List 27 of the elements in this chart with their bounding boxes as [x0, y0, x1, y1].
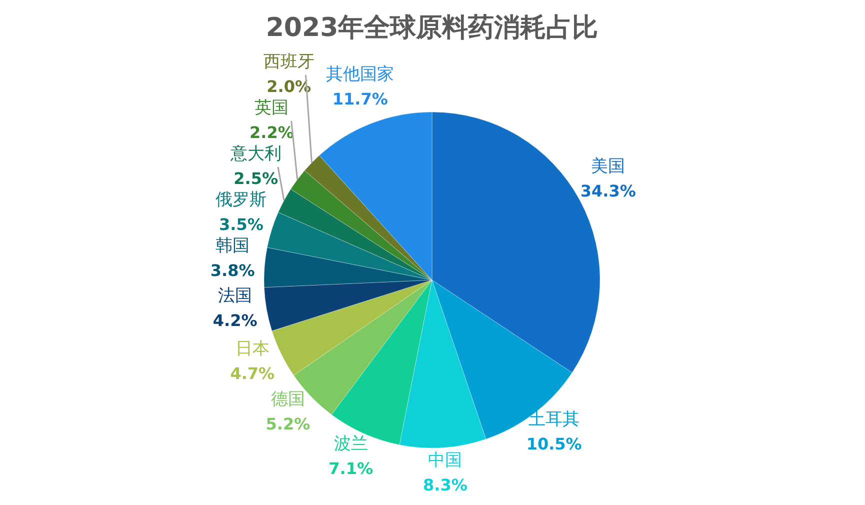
chart-title: 2023年全球原料药消耗占比	[266, 13, 598, 43]
data-label: 5.2%	[266, 414, 310, 434]
data-label: 7.1%	[328, 458, 374, 478]
data-label: 2.5%	[234, 168, 278, 188]
slice-label: 美国	[591, 156, 626, 176]
slice-label: 中国	[428, 450, 462, 471]
slice-label: 其他国家	[326, 64, 394, 84]
slice-label: 法国	[218, 286, 252, 306]
data-label: 4.7%	[230, 364, 275, 383]
slice-label: 西班牙	[263, 52, 314, 72]
slice-label: 韩国	[216, 236, 250, 256]
data-label: 2.2%	[250, 122, 294, 142]
slice-label: 英国	[254, 98, 289, 118]
data-label: 3.5%	[219, 214, 264, 234]
slice-label: 波兰	[334, 434, 368, 454]
slice-label: 俄罗斯	[216, 190, 267, 210]
data-label: 10.5%	[526, 434, 582, 454]
slice-label: 日本	[235, 338, 270, 359]
slice-label: 德国	[270, 390, 305, 410]
data-label: 3.8%	[210, 260, 255, 280]
slice-label: 土耳其	[528, 409, 580, 430]
slice-label: 意大利	[229, 144, 282, 164]
data-label: 2.0%	[266, 76, 311, 96]
data-label: 4.2%	[212, 311, 258, 330]
data-label: 8.3%	[423, 476, 468, 495]
data-label: 11.7%	[332, 89, 388, 108]
data-label: 34.3%	[580, 181, 636, 200]
